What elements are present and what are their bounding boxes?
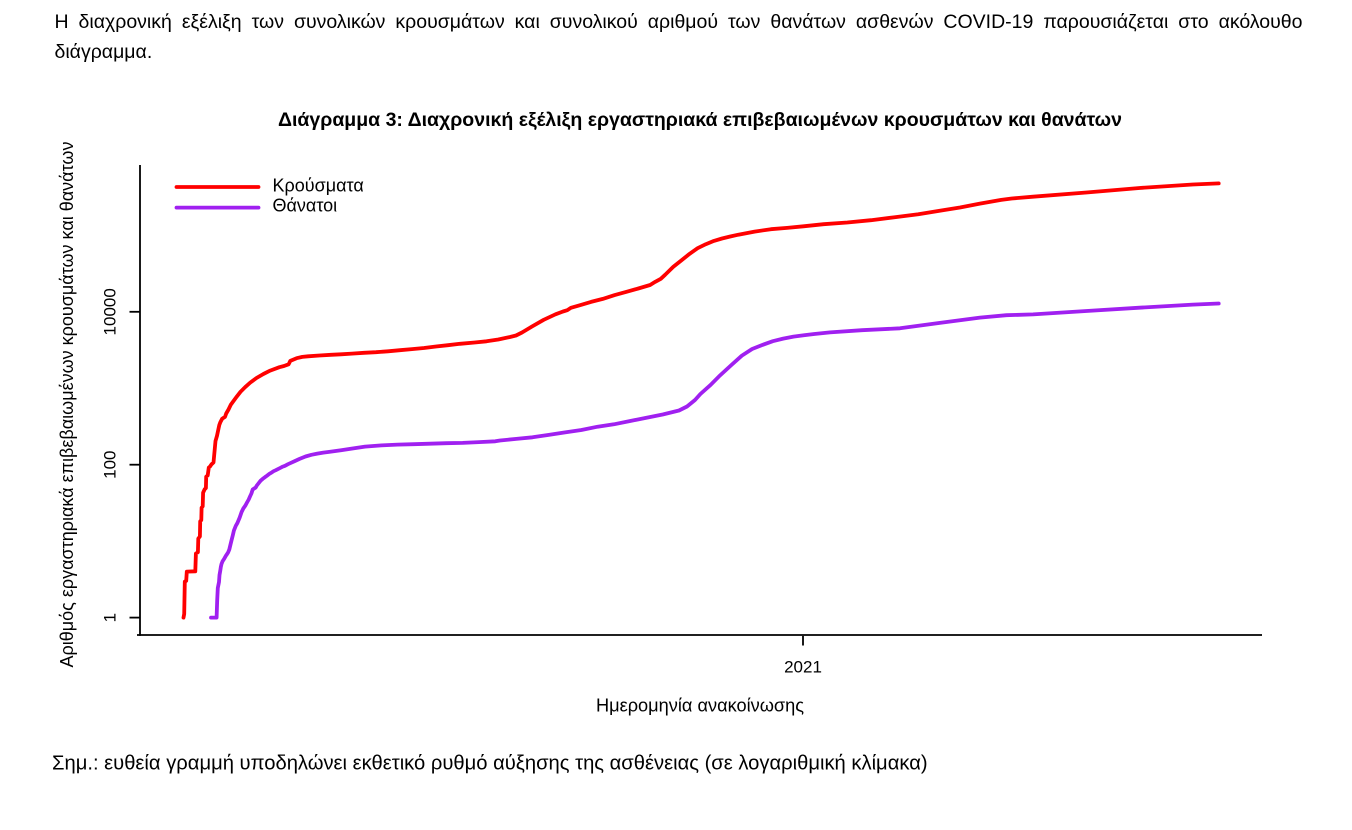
svg-text:Αριθμός εργαστηριακά επιβεβαιω: Αριθμός εργαστηριακά επιβεβαιωμένων κρου… <box>57 142 77 668</box>
svg-text:Διάγραμμα 3: Διαχρονική εξέλιξ: Διάγραμμα 3: Διαχρονική εξέλιξη εργαστηρ… <box>278 109 1122 131</box>
svg-text:2021: 2021 <box>784 658 822 677</box>
svg-text:Θάνατοι: Θάνατοι <box>273 196 338 216</box>
svg-text:Ημερομηνία ανακοίνωσης: Ημερομηνία ανακοίνωσης <box>596 696 804 716</box>
svg-text:1: 1 <box>101 613 120 622</box>
svg-text:100: 100 <box>101 451 120 479</box>
svg-text:10000: 10000 <box>101 288 120 335</box>
svg-text:Σημ.: ευθεία γραμμή υποδηλώνει: Σημ.: ευθεία γραμμή υποδηλώνει εκθετικό … <box>52 753 928 775</box>
svg-text:Κρούσματα: Κρούσματα <box>273 176 364 196</box>
